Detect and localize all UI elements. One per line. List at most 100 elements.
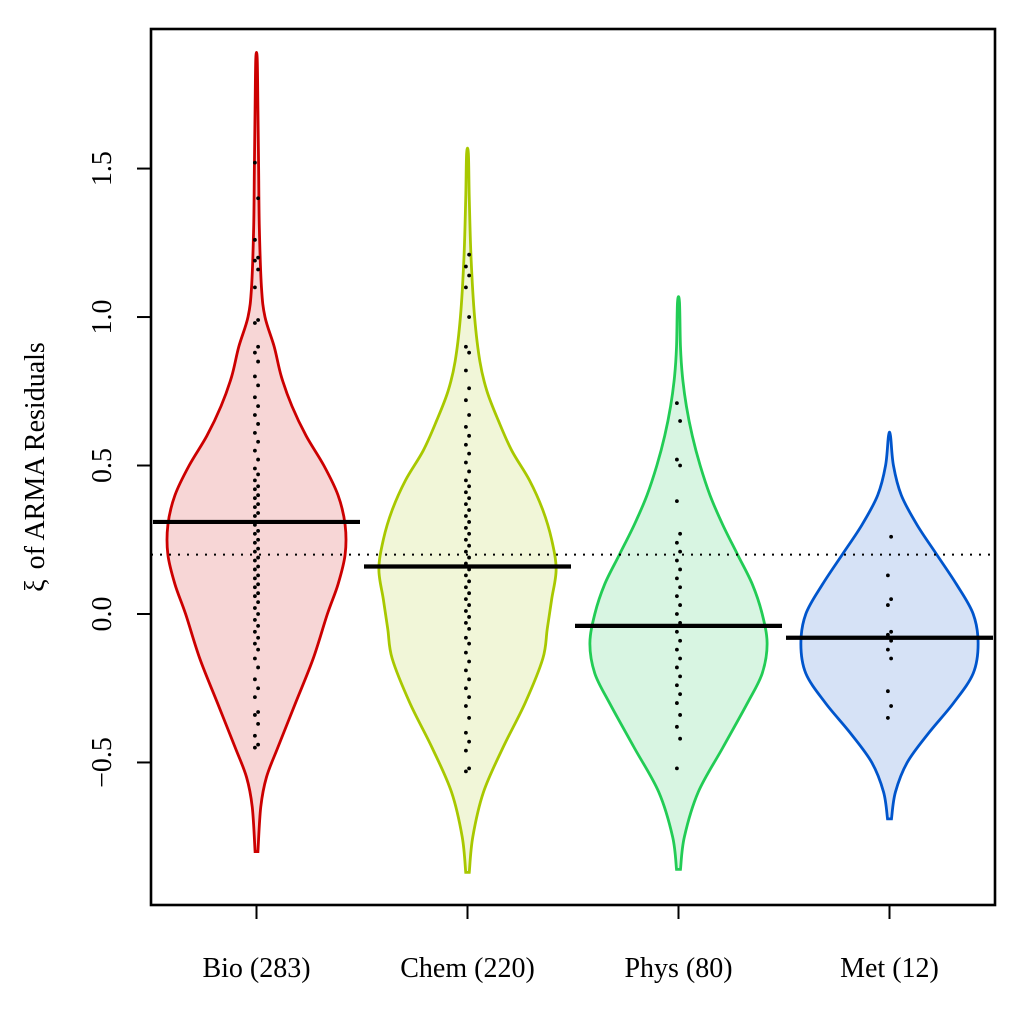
data-point — [253, 531, 257, 536]
data-point — [256, 359, 260, 364]
data-point — [253, 567, 257, 572]
data-point — [889, 597, 893, 602]
data-point — [464, 285, 468, 290]
data-point — [256, 665, 260, 670]
data-point — [253, 629, 257, 634]
data-point — [464, 344, 468, 349]
data-point — [889, 534, 893, 539]
data-point — [256, 422, 260, 426]
data-point — [467, 484, 471, 489]
data-point — [675, 594, 679, 599]
data-point — [253, 656, 257, 661]
data-point — [256, 502, 260, 507]
data-point — [464, 686, 468, 691]
data-point — [253, 713, 257, 717]
data-point — [889, 629, 893, 634]
data-point — [467, 677, 471, 682]
data-point — [256, 647, 260, 652]
x-tick-label: Chem (220) — [400, 953, 535, 984]
data-point — [464, 490, 468, 495]
data-point — [678, 692, 682, 697]
y-axis-title-symbol: ξ — [20, 579, 51, 591]
data-point — [678, 656, 682, 661]
data-point — [678, 674, 682, 679]
plot-frame — [149, 27, 997, 907]
data-point — [253, 321, 257, 325]
data-point — [467, 531, 471, 536]
violin-0 — [165, 50, 348, 853]
data-point — [675, 683, 679, 688]
data-point — [253, 733, 257, 738]
data-point — [889, 704, 893, 708]
data-point — [253, 641, 257, 646]
data-point — [675, 647, 679, 652]
data-point — [675, 724, 679, 729]
data-point — [886, 689, 890, 694]
data-point — [464, 585, 468, 590]
data-point — [464, 264, 468, 269]
data-point — [467, 252, 471, 257]
data-point — [253, 505, 257, 509]
data-point — [256, 528, 260, 533]
data-point — [467, 413, 471, 417]
y-axis-title-words: of ARMA Residuals — [20, 342, 51, 569]
data-point — [464, 460, 468, 465]
data-point — [467, 315, 471, 319]
data-point — [253, 160, 257, 165]
data-point — [464, 368, 468, 373]
medians-layer — [153, 519, 993, 640]
data-point — [256, 472, 260, 477]
y-tick-label: 1.0 — [87, 300, 118, 335]
data-point — [467, 641, 471, 646]
data-point — [253, 487, 257, 492]
data-point — [467, 350, 471, 355]
data-point — [464, 502, 468, 507]
data-point — [467, 626, 471, 631]
data-point — [256, 267, 260, 272]
data-point — [253, 677, 257, 682]
data-point — [253, 576, 257, 581]
data-point — [886, 647, 890, 652]
data-point — [256, 484, 260, 489]
data-point — [256, 600, 260, 605]
data-point — [678, 463, 682, 468]
data-point — [256, 457, 260, 462]
data-point — [253, 618, 257, 622]
data-point — [467, 520, 471, 524]
x-tick-label: Bio (283) — [202, 953, 310, 984]
data-point — [256, 612, 260, 616]
data-point — [253, 478, 257, 483]
data-point — [256, 721, 260, 726]
data-point — [467, 615, 471, 619]
data-point — [253, 430, 257, 435]
data-point — [675, 766, 679, 771]
data-point — [675, 612, 679, 616]
data-point — [464, 525, 468, 530]
data-point — [467, 543, 471, 548]
data-point — [253, 558, 257, 563]
data-point — [253, 237, 257, 242]
data-point — [678, 585, 682, 590]
data-point — [675, 457, 679, 462]
data-point — [467, 659, 471, 664]
data-point — [464, 668, 468, 673]
data-point — [464, 537, 468, 542]
data-point — [675, 499, 679, 504]
y-tick-label: −0.5 — [87, 737, 118, 788]
data-point — [678, 713, 682, 717]
data-point — [253, 466, 257, 471]
data-point — [253, 745, 257, 750]
data-point — [253, 585, 257, 590]
data-point — [253, 496, 257, 501]
data-point — [464, 573, 468, 578]
data-point — [253, 350, 257, 355]
data-point — [467, 451, 471, 456]
data-point — [464, 621, 468, 625]
data-point — [256, 555, 260, 560]
data-point — [675, 540, 679, 545]
data-point — [467, 591, 471, 596]
data-point — [675, 665, 679, 670]
data-point — [256, 255, 260, 260]
data-point — [678, 603, 682, 607]
